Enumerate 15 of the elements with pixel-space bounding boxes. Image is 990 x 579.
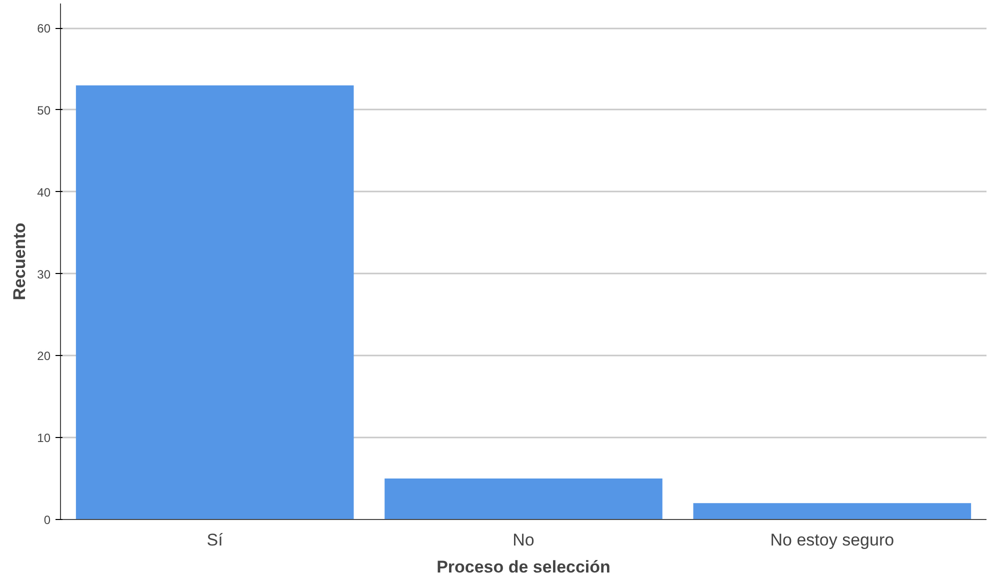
y-tick-label: 30 bbox=[37, 267, 51, 282]
x-tick-label: No bbox=[512, 530, 534, 550]
bar bbox=[693, 503, 972, 520]
x-tick-label: No estoy seguro bbox=[770, 530, 894, 550]
y-tick-label: 20 bbox=[37, 349, 51, 364]
bar bbox=[76, 85, 354, 520]
bar bbox=[384, 478, 662, 520]
y-tick-label: 60 bbox=[37, 22, 51, 36]
x-tick-label: Sí bbox=[206, 530, 224, 550]
y-axis-title: Recuento bbox=[10, 222, 30, 300]
y-tick-label: 40 bbox=[37, 185, 51, 200]
y-tick-label: 50 bbox=[37, 103, 51, 118]
y-tick-label: 0 bbox=[44, 513, 51, 527]
y-tick-label: 10 bbox=[37, 431, 51, 446]
x-axis-title: Proceso de selección bbox=[436, 558, 610, 576]
